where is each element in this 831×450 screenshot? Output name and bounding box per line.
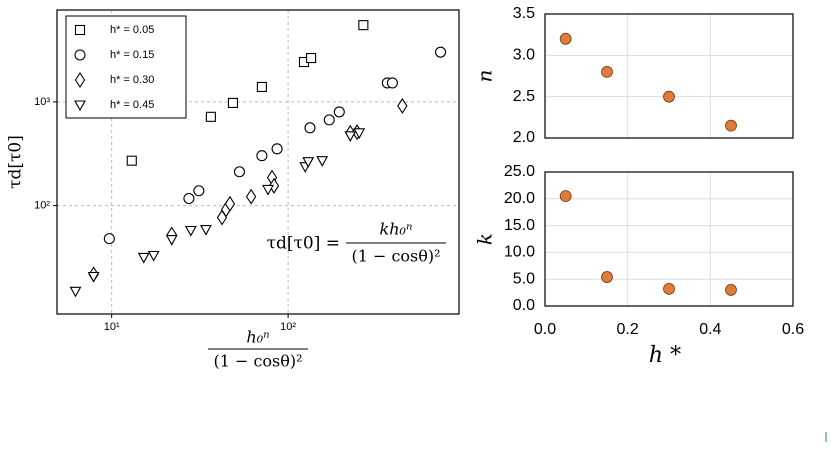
triangle-marker [316, 156, 329, 167]
dot-marker [559, 32, 572, 45]
x-label-numerator: h₀ⁿ [246, 328, 269, 347]
triangle-marker [199, 225, 212, 236]
y-axis-label: k [473, 233, 497, 245]
circle-marker [386, 77, 398, 89]
triangle-marker [344, 131, 357, 142]
y-tick-label: 0.0 [513, 297, 535, 314]
y-axis-label: n [473, 70, 497, 83]
y-tick-label: 2.0 [513, 129, 535, 146]
dot-marker [601, 271, 613, 283]
square-marker [227, 97, 239, 108]
circle-marker [256, 150, 268, 162]
circle-marker [434, 46, 447, 58]
legend-marker [74, 24, 86, 36]
circle-marker [304, 122, 316, 134]
circle-marker [323, 114, 335, 126]
x-tick-label: 0.2 [617, 321, 639, 338]
triangle-marker [147, 250, 160, 262]
x-axis-label: h * [649, 343, 681, 368]
x-tick-label: 10¹ [104, 321, 120, 333]
legend-box [65, 15, 187, 119]
legend-label: h* = 0.30 [110, 74, 154, 86]
diamond-marker [397, 97, 408, 114]
x-tick-label: 0.0 [534, 321, 556, 338]
diamond-marker [245, 188, 257, 205]
x-tick-label: 0.6 [782, 321, 804, 338]
legend-label: h* = 0.05 [110, 24, 154, 36]
dot-marker [725, 119, 737, 132]
diamond-marker [268, 177, 280, 194]
circle-marker [233, 166, 246, 178]
square-marker [126, 155, 137, 166]
x-label-denominator: (1 − cosθ)² [213, 352, 302, 371]
circle-marker [193, 185, 205, 197]
legend-marker [74, 100, 86, 112]
y-axis-label: τd[τ0] [6, 135, 26, 189]
legend-marker [74, 71, 86, 89]
plot-frame [56, 9, 460, 315]
square-marker [256, 81, 267, 93]
triangle-marker [353, 128, 366, 139]
dot-marker [601, 65, 613, 78]
dot-marker [663, 282, 675, 295]
circle-marker [183, 192, 195, 205]
y-tick-label: 15.0 [504, 217, 535, 234]
square-marker [306, 52, 317, 64]
circle-marker [271, 143, 283, 155]
plot-frame [544, 171, 794, 307]
circle-marker [103, 233, 115, 245]
circle-marker [333, 106, 345, 118]
y-tick-label: 2.5 [513, 88, 535, 105]
dot-marker [725, 284, 737, 296]
y-tick-label: 10² [34, 199, 50, 211]
triangle-marker [184, 225, 197, 237]
legend-label: h* = 0.45 [110, 99, 154, 111]
y-tick-label: 25.0 [504, 163, 535, 180]
y-tick-label: 5.0 [513, 270, 535, 287]
legend-marker [74, 49, 86, 61]
dot-marker [559, 190, 572, 203]
x-tick-label: 0.4 [699, 321, 721, 338]
annotation-numerator: kh₀ⁿ [380, 220, 413, 239]
triangle-marker [262, 184, 274, 196]
plot-frame [544, 13, 794, 139]
annotation-denominator: (1 − cosθ)² [351, 247, 440, 266]
triangle-marker [137, 252, 150, 264]
legend-label: h* = 0.15 [110, 49, 154, 61]
y-tick-label: 20.0 [504, 190, 535, 207]
y-tick-label: 10³ [34, 96, 50, 108]
square-marker [358, 20, 369, 31]
y-tick-label: 10.0 [504, 244, 535, 261]
y-tick-label: 3.0 [513, 47, 535, 64]
triangle-marker [69, 286, 82, 298]
x-tick-label: 10² [280, 321, 296, 333]
triangle-marker [87, 271, 100, 283]
diamond-marker [224, 195, 236, 212]
square-marker [205, 111, 216, 122]
triangle-marker [165, 235, 178, 246]
annotation-lhs: τd[τ0] = [267, 234, 340, 254]
y-tick-label: 3.5 [513, 5, 535, 22]
triangle-marker [302, 157, 315, 168]
dot-marker [663, 90, 675, 103]
plot-area [545, 14, 793, 138]
